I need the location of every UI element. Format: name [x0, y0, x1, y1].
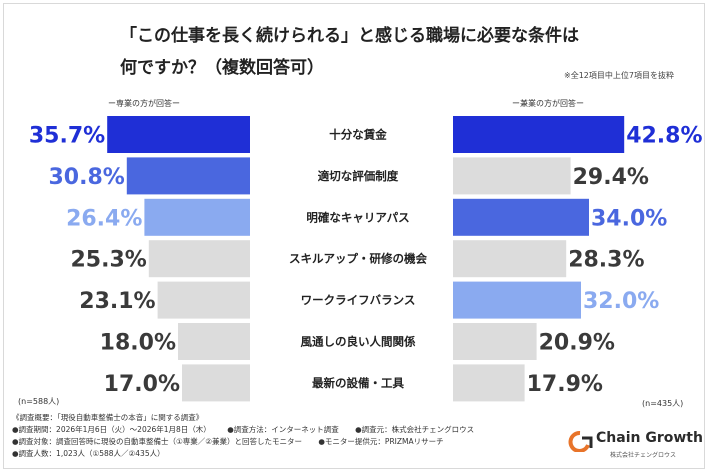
left-sample-size: (n=588人): [18, 397, 60, 406]
footer-target: ●調査対象：調査回答時に現役の自動車整備士（①専業／②兼業）と回答したモニター: [12, 437, 302, 446]
survey-footer: 《調査概要：「現役自動車整備士の本音」に関する調査》 ●調査期間：2026年1月…: [12, 412, 488, 460]
left-bar: [144, 198, 250, 236]
left-value-label: 26.4%: [66, 206, 142, 231]
chart-frame: [3, 3, 705, 469]
title-line-1: 「この仕事を長く続けられる」と感じる職場に必要な条件は: [120, 26, 579, 46]
logo-subtitle: 株式会社チェングロウス: [610, 452, 677, 459]
right-bar: [453, 281, 581, 319]
category-label: スキルアップ・研修の機会: [289, 252, 427, 266]
category-label: 風通しの良い人間関係: [301, 335, 416, 349]
footer-count: ●調査人数：1,023人（①588人／②435人）: [12, 449, 165, 458]
right-bar: [453, 323, 537, 360]
right-value-label: 28.3%: [568, 248, 644, 273]
footer-method: ●調査方法：インターネット調査: [227, 425, 339, 434]
right-bar: [453, 157, 571, 195]
right-value-label: 34.0%: [591, 206, 667, 231]
right-value-label: 32.0%: [583, 289, 659, 314]
footer-period: ●調査期間：2026年1月6日（火）〜2026年1月8日（木）: [12, 425, 211, 434]
left-bar: [107, 116, 250, 153]
category-label: 適切な評価制度: [318, 169, 399, 183]
right-value-label: 20.9%: [539, 331, 615, 356]
right-bar: [453, 116, 625, 153]
chain-growth-logo-icon: [568, 431, 593, 452]
chart-title: 「この仕事を長く続けられる」と感じる職場に必要な条件は 何ですか？（複数回答可）: [120, 20, 640, 84]
right-sample-size: (n=435人): [642, 399, 684, 408]
category-label: 最新の設備・工具: [312, 376, 404, 390]
right-bar: [453, 364, 525, 402]
right-value-label: 17.9%: [527, 372, 603, 397]
logo-brand: Chain Growth: [596, 430, 703, 446]
category-label: ワークライフバランス: [301, 293, 416, 307]
footer-heading: 《調査概要：「現役自動車整備士の本音」に関する調査》: [12, 413, 204, 422]
category-label: 十分な賃金: [329, 128, 387, 142]
selection-note: ※全12項目中上位7項目を抜粋: [564, 71, 674, 80]
left-value-label: 17.0%: [104, 372, 180, 397]
left-value-label: 18.0%: [100, 331, 176, 356]
left-value-label: 35.7%: [29, 124, 105, 149]
right-bar: [453, 198, 589, 236]
left-value-label: 25.3%: [70, 248, 146, 273]
left-bar: [148, 240, 250, 278]
right-value-label: 42.8%: [626, 124, 702, 149]
footer-provider: ●モニター提供元：PRIZMAリサーチ: [318, 437, 444, 446]
left-value-label: 30.8%: [48, 165, 124, 190]
left-bar: [182, 364, 250, 402]
left-bar: [178, 323, 250, 360]
left-value-label: 23.1%: [79, 289, 155, 314]
title-line-2: 何ですか？（複数回答可）: [120, 58, 324, 78]
right-series-label: ー兼業の方が回答ー: [512, 99, 584, 108]
left-series-label: ー専業の方が回答ー: [108, 99, 180, 108]
footer-row-2: ●調査対象：調査回答時に現役の自動車整備士（①専業／②兼業）と回答したモニター …: [12, 436, 488, 448]
left-bar: [126, 157, 250, 195]
right-bar: [453, 240, 567, 278]
category-label: 明確なキャリアパス: [306, 210, 409, 224]
left-bar: [157, 281, 250, 319]
footer-row-1: ●調査期間：2026年1月6日（火）〜2026年1月8日（木） ●調査方法：イン…: [12, 424, 488, 436]
company-logo: Chain Growth 株式会社チェングロウス: [564, 428, 704, 462]
right-value-label: 29.4%: [573, 165, 649, 190]
footer-company: ●調査元：株式会社チェングロウス: [355, 425, 475, 434]
